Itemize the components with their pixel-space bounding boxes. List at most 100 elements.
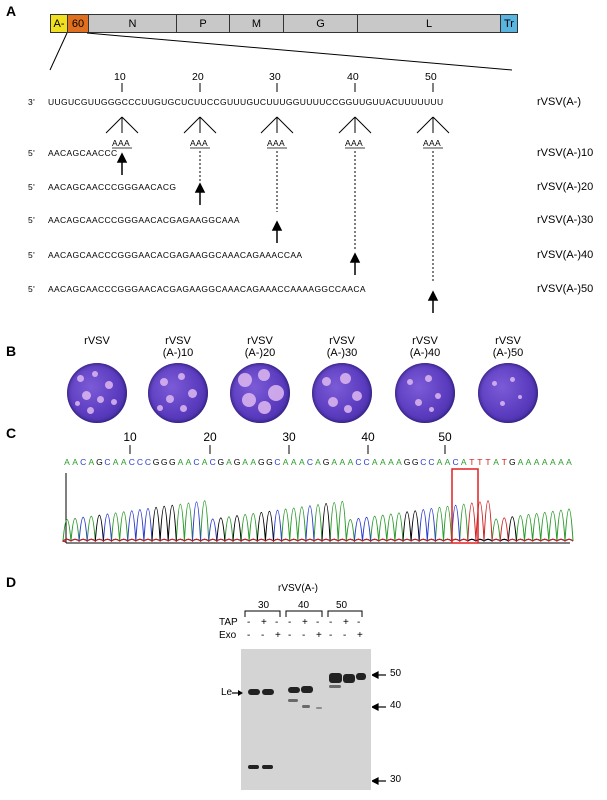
base-call: A <box>186 457 192 467</box>
aaa-20: AAA <box>190 138 209 148</box>
genome-map: A- 60 N P M G L Tr <box>50 14 518 33</box>
base-call: A <box>121 457 127 467</box>
trace-c <box>61 501 574 543</box>
genome-segment-l: L <box>358 15 501 32</box>
base-call: A <box>88 457 94 467</box>
tap-sign: - <box>288 617 292 628</box>
row-20-sequence: AACAGCAACCCGGGAACACG <box>48 182 177 192</box>
base-call: T <box>477 457 482 467</box>
base-call: A <box>113 457 119 467</box>
gel-blot <box>241 649 371 790</box>
dish-label-40: rVSV (A-)40 <box>409 335 441 359</box>
base-call: C <box>80 457 86 467</box>
gel-group-30: 30 <box>258 600 270 611</box>
base-call: A <box>202 457 208 467</box>
base-call: A <box>542 457 548 467</box>
base-call: G <box>169 457 176 467</box>
chrom-tick-30: 30 <box>282 430 296 444</box>
tap-sign: + <box>261 617 267 628</box>
tap-sign: - <box>329 617 333 628</box>
dish-label-20: rVSV (A-)20 <box>244 335 276 359</box>
tick-40: 40 <box>347 71 359 83</box>
genome-segment-g: G <box>284 15 358 32</box>
panel-label-c: C <box>6 425 17 441</box>
aaa-hat-20 <box>183 116 217 134</box>
base-call: G <box>96 457 103 467</box>
exo-sign: - <box>261 630 265 641</box>
chrom-tick-50: 50 <box>438 430 452 444</box>
base-call: G <box>323 457 330 467</box>
base-call: G <box>404 457 411 467</box>
aaa-hat-50 <box>416 116 450 134</box>
base-call: T <box>502 457 507 467</box>
base-call: A <box>558 457 564 467</box>
plaque-dish-30 <box>312 363 372 423</box>
aaa-hat-10 <box>105 116 139 134</box>
base-call: G <box>266 457 273 467</box>
exo-sign: - <box>302 630 306 641</box>
exo-sign: - <box>247 630 251 641</box>
base-call: G <box>509 457 516 467</box>
base-call: A <box>388 457 394 467</box>
base-call: A <box>339 457 345 467</box>
base-call: A <box>291 457 297 467</box>
genome-segment-n: N <box>89 15 177 32</box>
gel-group-40: 40 <box>298 600 310 611</box>
base-call: C <box>210 457 216 467</box>
exo-label: Exo <box>219 630 237 641</box>
row-50-label: rVSV(A-)50 <box>537 283 594 295</box>
exo-sign: - <box>343 630 347 641</box>
chrom-tick-40: 40 <box>361 430 375 444</box>
genome-segment-m: M <box>230 15 284 32</box>
base-call: A <box>72 457 78 467</box>
base-call: A <box>461 457 467 467</box>
base-call: G <box>217 457 224 467</box>
base-call: A <box>250 457 256 467</box>
row-50-sequence: AACAGCAACCCGGGAACACGAGAAGGCAAACAGAAACCAA… <box>48 284 366 294</box>
template-prefix: 3' <box>28 97 36 107</box>
base-call: G <box>161 457 168 467</box>
template-label: rVSV(A-) <box>537 96 581 108</box>
base-call: A <box>315 457 321 467</box>
size-marker-arrows <box>372 671 386 785</box>
le-label: Le <box>221 687 233 698</box>
base-call: A <box>396 457 402 467</box>
tick-30: 30 <box>269 71 281 83</box>
base-call: A <box>437 457 443 467</box>
exo-sign: + <box>316 630 322 641</box>
panel-label-d: D <box>6 574 17 590</box>
dish-label-30: rVSV (A-)30 <box>326 335 358 359</box>
plaque-dish-40 <box>395 363 455 423</box>
tap-sign: - <box>275 617 279 628</box>
aaa-40: AAA <box>345 138 364 148</box>
aaa-50: AAA <box>423 138 442 148</box>
chrom-tick-20: 20 <box>203 430 217 444</box>
base-call: A <box>518 457 524 467</box>
base-call: C <box>355 457 361 467</box>
base-call: C <box>364 457 370 467</box>
row-30-sequence: AACAGCAACCCGGGAACACGAGAAGGCAAA <box>48 215 240 225</box>
base-call: A <box>331 457 337 467</box>
row-40-prefix: 5' <box>28 250 36 260</box>
dish-label-10: rVSV (A-)10 <box>162 335 194 359</box>
plaque-dish-50 <box>478 363 538 423</box>
gel-group-brackets <box>244 610 363 617</box>
row-40-sequence: AACAGCAACCCGGGAACACGAGAAGGCAAACAGAAACCAA <box>48 250 303 260</box>
base-call: G <box>412 457 419 467</box>
plaque-dish-10 <box>148 363 208 423</box>
exo-sign: - <box>288 630 292 641</box>
base-call: A <box>380 457 386 467</box>
base-call: C <box>428 457 434 467</box>
mutation-highlight-box <box>451 468 479 544</box>
base-call: A <box>64 457 70 467</box>
base-call: A <box>566 457 572 467</box>
panel-a-lines <box>49 32 513 313</box>
base-call: T <box>469 457 474 467</box>
base-call: C <box>307 457 313 467</box>
tap-sign: - <box>247 617 251 628</box>
exo-sign: + <box>357 630 363 641</box>
marker-50: 50 <box>390 668 402 679</box>
plaque-dish-rvsv <box>67 363 127 423</box>
base-call: C <box>104 457 110 467</box>
base-call: A <box>445 457 451 467</box>
